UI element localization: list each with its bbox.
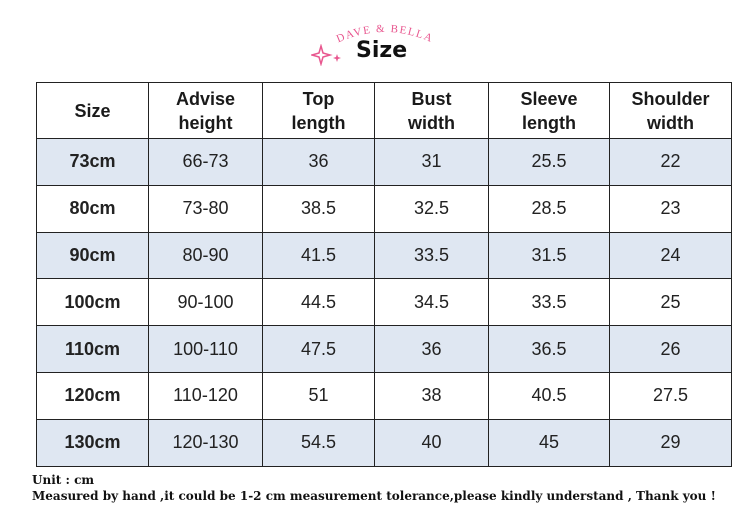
- table-cell: 47.5: [262, 325, 375, 373]
- unit-note: Unit : cm: [32, 473, 95, 487]
- sparkle-icon: [311, 44, 341, 66]
- column-header-line: Size: [74, 100, 111, 121]
- table-cell: 36: [374, 325, 489, 373]
- table-cell: 27.5: [609, 371, 732, 420]
- table-cell: 31.5: [488, 231, 610, 280]
- table-cell: 40: [374, 418, 489, 467]
- table-row: 100cm 90-100 44.5 34.5 33.5 25: [36, 278, 732, 327]
- header-row: Size Advise height Top length Bust width Sleeve…: [36, 82, 732, 139]
- table-cell: 41.5: [262, 231, 375, 280]
- column-header: Size: [36, 82, 149, 139]
- table-row: 90cm 80-90 41.5 33.5 31.5 24: [36, 231, 732, 280]
- column-header-line: length: [522, 112, 576, 133]
- brand-logo: DAVE & BELLA: [335, 23, 434, 45]
- column-header-line: Sleeve: [520, 88, 578, 109]
- table-row: 120cm 110-120 51 38 40.5 27.5: [36, 371, 732, 420]
- size-cell: 120cm: [36, 371, 149, 420]
- column-header: Bust width: [374, 82, 489, 139]
- table-cell: 44.5: [262, 278, 375, 327]
- table-body: 73cm 66-73 36 31 25.5 22 80cm 73-80 38.5 32.5 28.5…: [36, 138, 732, 467]
- table-cell: 73-80: [148, 184, 263, 233]
- column-header-line: Advise: [175, 88, 236, 109]
- column-header: Sleeve length: [488, 82, 610, 139]
- table-cell: 23: [609, 184, 732, 233]
- table-cell: 25.5: [488, 138, 610, 186]
- table-cell: 28.5: [488, 184, 610, 233]
- table-cell: 29: [609, 418, 732, 467]
- size-cell: 90cm: [36, 231, 149, 280]
- footer: Unit : cm Measured by hand ,it could be …: [32, 472, 716, 504]
- table-cell: 45: [488, 418, 610, 467]
- table-cell: 36.5: [488, 325, 610, 373]
- table-cell: 120-130: [148, 418, 263, 467]
- table-cell: 110-120: [148, 371, 263, 420]
- size-cell: 110cm: [36, 325, 149, 373]
- table-cell: 40.5: [488, 371, 610, 420]
- table-cell: 33.5: [488, 278, 610, 327]
- column-header-line: length: [291, 112, 346, 133]
- header: DAVE & BELLA Size: [0, 0, 750, 80]
- table-cell: 51: [262, 371, 375, 420]
- column-header-line: width: [647, 112, 694, 133]
- measurement-note: Measured by hand ,it could be 1-2 cm mea…: [32, 489, 716, 503]
- table-cell: 80-90: [148, 231, 263, 280]
- table-cell: 66-73: [148, 138, 263, 186]
- table-cell: 25: [609, 278, 732, 327]
- table-cell: 31: [374, 138, 489, 186]
- column-header: Top length: [262, 82, 375, 139]
- column-header-line: Top: [302, 88, 335, 109]
- table-cell: 90-100: [148, 278, 263, 327]
- table-cell: 38: [374, 371, 489, 420]
- table-row: 110cm 100-110 47.5 36 36.5 26: [36, 325, 732, 373]
- size-cell: 130cm: [36, 418, 149, 467]
- table-cell: 36: [262, 138, 375, 186]
- table-row: 80cm 73-80 38.5 32.5 28.5 23: [36, 184, 732, 233]
- table-row: 130cm 120-130 54.5 40 45 29: [36, 418, 732, 467]
- table-header: Size Advise height Top length Bust width Sleeve…: [36, 82, 732, 139]
- column-header: Advise height: [148, 82, 263, 139]
- column-header-line: Bust: [411, 88, 452, 109]
- table-row: 73cm 66-73 36 31 25.5 22: [36, 138, 732, 186]
- table-cell: 26: [609, 325, 732, 373]
- table-cell: 34.5: [374, 278, 489, 327]
- size-table: Size Advise height Top length Bust width Sleeve…: [36, 82, 732, 467]
- size-cell: 100cm: [36, 278, 149, 327]
- table-cell: 100-110: [148, 325, 263, 373]
- table-cell: 33.5: [374, 231, 489, 280]
- column-header-line: width: [408, 112, 455, 133]
- table-cell: 22: [609, 138, 732, 186]
- column-header: Shoulder width: [609, 82, 732, 139]
- column-header-line: Shoulder: [631, 88, 710, 109]
- table-cell: 24: [609, 231, 732, 280]
- size-cell: 73cm: [36, 138, 149, 186]
- size-cell: 80cm: [36, 184, 149, 233]
- column-header-line: height: [178, 112, 233, 133]
- table-cell: 54.5: [262, 418, 375, 467]
- page-title: Size: [356, 38, 408, 63]
- table-cell: 32.5: [374, 184, 489, 233]
- table-cell: 38.5: [262, 184, 375, 233]
